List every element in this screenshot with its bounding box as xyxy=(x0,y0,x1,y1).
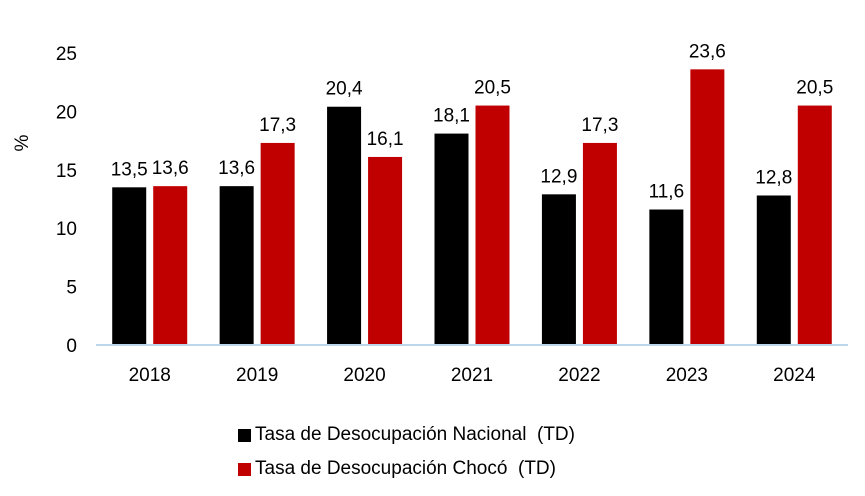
y-tick-label: 25 xyxy=(56,44,77,65)
y-axis-title: % xyxy=(12,134,33,151)
legend-item-nacional: Tasa de Desocupación Nacional (TD) xyxy=(238,418,575,452)
bar-nacional-2023 xyxy=(649,209,684,345)
x-tick-label: 2024 xyxy=(773,365,816,386)
y-tick-label: 15 xyxy=(56,161,77,182)
data-label-nacional-2018: 13,5 xyxy=(111,159,148,180)
x-tick-label: 2019 xyxy=(236,365,278,386)
bar-nacional-2021 xyxy=(434,133,469,345)
bar-nacional-2024 xyxy=(756,195,791,345)
bar-choco-2023 xyxy=(690,69,725,346)
y-tick-label: 20 xyxy=(56,102,77,123)
data-label-nacional-2019: 13,6 xyxy=(218,158,255,179)
data-label-choco-2024: 20,5 xyxy=(796,78,833,99)
data-label-nacional-2023: 11,6 xyxy=(649,182,685,203)
data-label-nacional-2020: 20,4 xyxy=(326,79,363,100)
bar-choco-2020 xyxy=(368,156,403,345)
legend-swatch-nacional xyxy=(238,428,251,442)
data-label-choco-2019: 17,3 xyxy=(259,115,296,136)
data-label-choco-2020: 16,1 xyxy=(367,129,404,150)
x-tick-label: 2020 xyxy=(343,365,385,386)
data-label-choco-2022: 17,3 xyxy=(581,115,618,136)
bar-choco-2019 xyxy=(260,142,295,345)
data-label-choco-2021: 20,5 xyxy=(474,78,511,99)
bar-nacional-2019 xyxy=(219,186,254,345)
legend: Tasa de Desocupación Nacional (TD) Tasa … xyxy=(238,418,575,486)
legend-item-choco: Tasa de Desocupación Chocó (TD) xyxy=(238,452,575,486)
legend-swatch-choco xyxy=(238,462,251,476)
bar-choco-2018 xyxy=(153,186,188,345)
bar-nacional-2022 xyxy=(541,194,576,345)
data-label-choco-2023: 23,6 xyxy=(689,41,726,62)
bar-choco-2022 xyxy=(582,142,617,345)
data-label-choco-2018: 13,6 xyxy=(152,158,189,179)
y-tick-label: 10 xyxy=(56,219,77,240)
y-tick-label: 5 xyxy=(66,278,77,299)
x-tick-label: 2018 xyxy=(129,365,171,386)
x-tick-label: 2023 xyxy=(666,365,708,386)
y-tick-label: 0 xyxy=(66,336,77,357)
data-label-nacional-2024: 12,8 xyxy=(755,167,792,188)
legend-label-nacional: Tasa de Desocupación Nacional (TD) xyxy=(255,424,575,445)
bar-choco-2024 xyxy=(797,105,832,345)
data-label-nacional-2021: 18,1 xyxy=(433,106,470,127)
bar-nacional-2018 xyxy=(112,187,147,345)
bar-choco-2021 xyxy=(475,105,510,345)
bar-nacional-2020 xyxy=(327,106,362,345)
data-label-nacional-2022: 12,9 xyxy=(540,166,577,187)
x-tick-label: 2021 xyxy=(451,365,493,386)
legend-label-choco: Tasa de Desocupación Chocó (TD) xyxy=(255,458,556,479)
x-tick-label: 2022 xyxy=(558,365,600,386)
